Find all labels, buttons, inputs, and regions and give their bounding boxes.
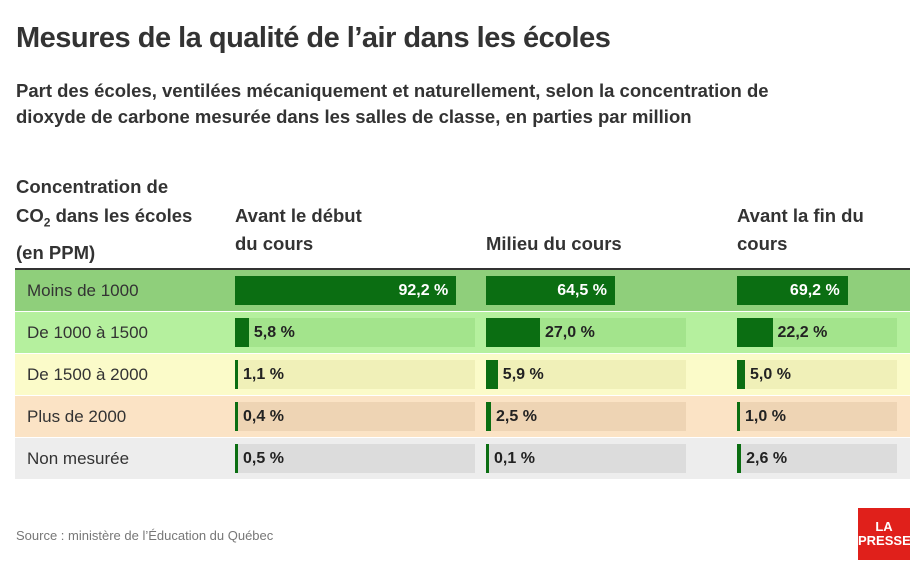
bar-track: 0,5 % <box>235 444 475 473</box>
value-label: 0,5 % <box>243 450 284 467</box>
logo-text: LA <box>875 519 893 534</box>
logo-text: PRESSE <box>858 533 911 548</box>
bar-track: 0,1 % <box>486 444 686 473</box>
bar <box>235 402 238 431</box>
row-label: Non mesurée <box>27 449 130 468</box>
bar-track: 64,5 % <box>486 276 686 305</box>
bar-track: 5,9 % <box>486 360 686 389</box>
bar <box>486 402 491 431</box>
bar <box>737 444 742 473</box>
value-label: 1,0 % <box>745 408 786 425</box>
value-label: 0,1 % <box>494 450 535 467</box>
value-label: 5,9 % <box>502 366 544 383</box>
value-label: 2,6 % <box>746 450 788 467</box>
bar <box>486 276 615 305</box>
column-header: Avant la fin du cours <box>737 205 864 254</box>
bar-track: 69,2 % <box>737 276 897 305</box>
value-label: 2,5 % <box>496 408 537 425</box>
value-label: 5,8 % <box>253 324 295 341</box>
bar <box>235 360 238 389</box>
value-label: 1,1 % <box>243 366 284 383</box>
bar-track: 1,1 % <box>235 360 475 389</box>
row-label: Moins de 1000 <box>27 281 139 300</box>
bar-track: 2,5 % <box>486 402 686 431</box>
bar <box>486 444 489 473</box>
header-text: dans les écoles <box>55 205 193 226</box>
header-text: CO <box>16 205 44 226</box>
bar <box>737 318 773 347</box>
bar-track: 0,4 % <box>235 402 475 431</box>
row: Moins de 1000 92,2 % 64,5 % 69,2 % <box>15 270 910 312</box>
bar <box>737 360 745 389</box>
bar-track: 1,0 % <box>737 402 897 431</box>
bar-track: 5,8 % <box>235 318 475 347</box>
bar-track: 92,2 % <box>235 276 475 305</box>
value-label: 92,2 % <box>398 282 449 299</box>
row-label: Plus de 2000 <box>27 407 127 426</box>
title: Mesures de la qualité de l’air dans les … <box>16 22 611 54</box>
value-label: 5,0 % <box>750 366 791 383</box>
source: Source : ministère de l’Éducation du Qué… <box>16 528 274 543</box>
bar-track: 27,0 % <box>486 318 686 347</box>
bar <box>737 276 848 305</box>
value-label: 27,0 % <box>545 324 595 341</box>
value-label: 69,2 % <box>789 282 840 299</box>
column-header: Milieu du cours <box>486 233 622 254</box>
row: De 1000 à 1500 5,8 % 27,0 % 22,2 % <box>15 312 910 354</box>
header-text: Concentration de <box>16 176 169 197</box>
header-text: (en PPM) <box>16 241 96 263</box>
row: Plus de 2000 0,4 % 2,5 % 1,0 % <box>15 396 910 438</box>
value-label: 0,4 % <box>243 408 284 425</box>
bar-track: 22,2 % <box>737 318 897 347</box>
bar <box>235 444 238 473</box>
column-header: Avant le début du cours <box>235 205 362 254</box>
header-rule <box>15 268 910 270</box>
row: Non mesurée 0,5 % 0,1 % 2,6 % <box>15 438 910 480</box>
row-header: Concentration de CO2 dans les écoles (en… <box>16 172 192 267</box>
header-text: 2 <box>43 215 51 230</box>
bar <box>486 318 540 347</box>
value-label: 64,5 % <box>557 282 607 299</box>
row-label: De 1500 à 2000 <box>27 365 148 384</box>
bar <box>235 276 457 305</box>
bar <box>737 402 740 431</box>
value-label: 22,2 % <box>777 324 828 341</box>
bar-track: 5,0 % <box>737 360 897 389</box>
row: De 1500 à 2000 1,1 % 5,9 % 5,0 % <box>15 354 910 396</box>
logo: LA PRESSE <box>858 508 911 560</box>
bar-track: 2,6 % <box>737 444 897 473</box>
bar <box>486 360 498 389</box>
row-label: De 1000 à 1500 <box>27 323 148 342</box>
bar <box>235 318 249 347</box>
subtitle: Part des écoles, ventilées mécaniquement… <box>16 80 769 127</box>
